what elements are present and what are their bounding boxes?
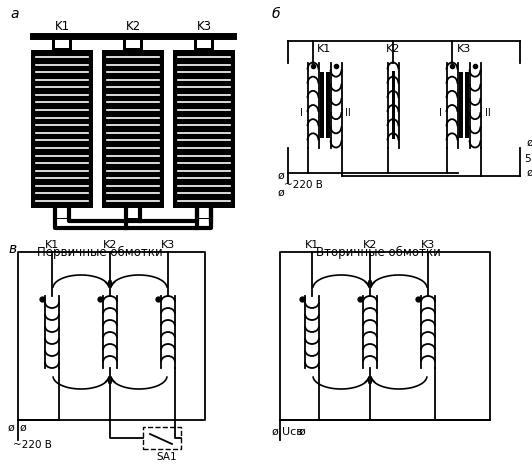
Text: ø: ø xyxy=(298,427,305,437)
Text: Первичные обмотки: Первичные обмотки xyxy=(37,246,163,259)
Bar xyxy=(320,72,323,138)
Text: SA1: SA1 xyxy=(157,452,177,462)
Text: K1: K1 xyxy=(45,240,59,250)
Text: в: в xyxy=(8,242,16,256)
Bar xyxy=(126,36,140,48)
Bar xyxy=(143,427,181,449)
Text: II: II xyxy=(485,108,491,118)
Bar xyxy=(392,71,395,139)
Text: K2: K2 xyxy=(103,240,117,250)
Text: I: I xyxy=(300,108,303,118)
Bar xyxy=(124,208,142,219)
Text: K1: K1 xyxy=(54,20,70,33)
Text: ø: ø xyxy=(278,188,285,197)
Bar xyxy=(102,50,164,208)
Text: K2: K2 xyxy=(363,240,377,250)
Text: ø: ø xyxy=(20,423,27,433)
Text: a: a xyxy=(10,7,19,21)
Text: K3: K3 xyxy=(421,240,435,250)
Text: K2: K2 xyxy=(126,20,140,33)
Text: Вторичные обмотки: Вторичные обмотки xyxy=(315,246,440,259)
Text: б: б xyxy=(272,7,280,21)
Text: ø: ø xyxy=(527,167,532,178)
Bar xyxy=(459,72,462,138)
Text: K3: K3 xyxy=(161,240,175,250)
Bar xyxy=(195,208,213,219)
Bar xyxy=(52,36,72,50)
Text: K3: K3 xyxy=(196,20,212,33)
Bar xyxy=(53,208,71,219)
Text: K1: K1 xyxy=(318,45,331,55)
Text: ø: ø xyxy=(278,171,285,180)
Bar xyxy=(126,208,140,218)
Bar xyxy=(173,50,235,208)
Text: Uсв: Uсв xyxy=(282,427,303,437)
Text: ø: ø xyxy=(272,427,278,437)
Text: ~220 В: ~220 В xyxy=(284,180,323,189)
Bar xyxy=(55,36,69,48)
Text: K3: K3 xyxy=(456,45,471,55)
Text: ø: ø xyxy=(7,423,14,433)
Text: ~220 В: ~220 В xyxy=(13,440,52,450)
Bar xyxy=(464,72,469,138)
Bar xyxy=(123,36,143,50)
Text: ø: ø xyxy=(527,138,532,148)
Bar xyxy=(55,208,69,218)
Bar xyxy=(31,50,93,208)
Bar xyxy=(197,208,211,218)
Text: I: I xyxy=(438,108,442,118)
Bar xyxy=(194,36,214,50)
Bar xyxy=(326,72,329,138)
Text: 50 В: 50 В xyxy=(525,155,532,164)
Text: K1: K1 xyxy=(305,240,319,250)
Text: II: II xyxy=(345,108,351,118)
Text: K2: K2 xyxy=(386,45,400,55)
Bar xyxy=(197,36,211,48)
